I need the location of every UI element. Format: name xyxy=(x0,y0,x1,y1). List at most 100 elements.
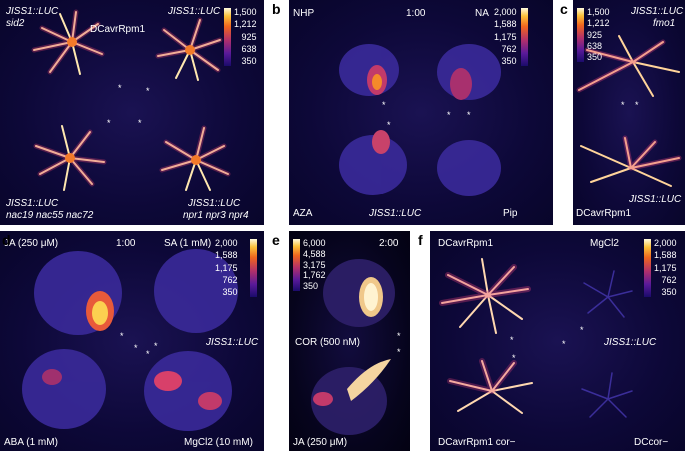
panel-d-asterisk-1: * xyxy=(120,331,124,341)
panel-b-treatment-br: Pip xyxy=(503,208,518,219)
panel-d-label: d xyxy=(2,232,11,248)
panel-c-tick-1: 1,500 xyxy=(587,7,610,17)
panel-d-genotype: JISS1::LUC xyxy=(206,337,259,348)
panel-a-genotype-tr: JISS1::LUC xyxy=(168,6,221,17)
panel-a-tick-3: 925 xyxy=(241,31,257,42)
panel-b-treatment-bl: AZA xyxy=(293,208,313,219)
panel-b-time: 1:00 xyxy=(406,8,426,19)
panel-c-plants xyxy=(576,35,682,187)
panel-b-asterisk-4: * xyxy=(387,120,391,130)
panel-b-asterisk-3: * xyxy=(467,110,471,120)
panel-d-treatment-tr: SA (1 mM) xyxy=(164,238,212,249)
panel-a-genotype-tl-1: JISS1::LUC xyxy=(6,6,59,17)
panel-f-plants xyxy=(439,258,633,418)
panel-a-strain-label: DCavrRpm1 xyxy=(90,24,146,35)
panel-d-tick-2: 1,588 xyxy=(215,250,238,261)
panel-e-asterisk-2: * xyxy=(397,347,401,357)
panel-b-treatment-tl: NHP xyxy=(293,8,315,19)
panel-d-colorbar-ticks: 2,000 1,588 1,175 762 350 xyxy=(215,239,238,297)
panel-a-colorbar: 1,500 1,212 925 638 350 xyxy=(224,8,257,66)
panel-c-tick-3: 925 xyxy=(587,29,603,40)
panel-c-colorbar: 1,500 1,212 925 638 350 xyxy=(577,8,610,62)
panel-b-asterisk-1: * xyxy=(382,100,386,110)
panel-f-colorbar-gradient xyxy=(644,239,651,297)
panel-a-asterisk-4: * xyxy=(138,118,142,128)
panel-f-tick-5: 350 xyxy=(661,287,677,297)
panel-c-label: c xyxy=(560,1,568,17)
panel-e-tick-3: 3,175 xyxy=(303,259,326,270)
panel-e-time: 2:00 xyxy=(379,238,399,249)
panel-f-asterisk-2: * xyxy=(512,353,516,363)
panel-f-label: f xyxy=(418,232,423,248)
panel-a-genotype-bl-2: nac19 nac55 nac72 xyxy=(6,210,94,221)
panel-f-image: DCavrRpm1 MgCl2 JISS1::LUC DCavrRpm1 cor… xyxy=(430,231,685,451)
panel-d-treatment-tl: JA (250 μM) xyxy=(4,238,59,249)
panel-f-genotype: JISS1::LUC xyxy=(604,337,657,348)
panel-b-image: NHP 1:00 NA AZA JISS1::LUC Pip * * * * 2… xyxy=(289,0,553,225)
panel-e-tick-2: 4,588 xyxy=(303,248,326,259)
panel-f-asterisk-1: * xyxy=(510,335,514,345)
panel-f-strain-bl: DCavrRpm1 cor− xyxy=(438,437,516,448)
panel-f-treatment-tr: MgCl2 xyxy=(590,238,619,249)
panel-f-tick-3: 1,175 xyxy=(654,262,677,273)
panel-a-asterisk-2: * xyxy=(146,86,150,96)
panel-b-colorbar-gradient xyxy=(521,8,528,66)
panel-a-plants xyxy=(31,9,231,191)
panel-d-treatment-bl: ABA (1 mM) xyxy=(4,437,58,448)
panel-b-tick-4: 762 xyxy=(501,43,517,54)
panel-d-tick-4: 762 xyxy=(222,274,238,285)
panel-c-genotype-tr-2: fmo1 xyxy=(653,18,676,29)
panel-e-label: e xyxy=(272,232,280,248)
panel-b-tick-5: 350 xyxy=(501,56,517,66)
panel-f-strain-tl: DCavrRpm1 xyxy=(438,238,494,249)
panel-e-plants xyxy=(311,259,395,435)
panel-a-genotype-tl-2: sid2 xyxy=(6,18,25,29)
panel-e-tick-4: 1,762 xyxy=(303,270,326,281)
panel-f-asterisk-4: * xyxy=(562,339,566,349)
panel-a-genotype-bl-1: JISS1::LUC xyxy=(6,198,59,209)
panel-e-colorbar: 6,000 4,588 3,175 1,762 350 xyxy=(293,239,326,291)
panel-f-tick-4: 762 xyxy=(661,274,677,285)
panel-d-colorbar-gradient xyxy=(250,239,257,297)
panel-d-asterisk-2: * xyxy=(134,343,138,353)
panel-d-plants xyxy=(22,249,238,431)
panel-e-tick-5: 350 xyxy=(303,281,319,291)
panel-e-asterisk-1: * xyxy=(397,331,401,341)
panel-b-colorbar-ticks: 2,000 1,588 1,175 762 350 xyxy=(494,8,517,66)
panel-c-tick-5: 350 xyxy=(587,52,603,62)
panel-a-tick-5: 350 xyxy=(241,56,257,66)
panel-e-tick-1: 6,000 xyxy=(303,238,326,248)
panel-b-asterisk-2: * xyxy=(447,110,451,120)
panel-c-genotype-tr-1: JISS1::LUC xyxy=(631,6,684,17)
panel-c-tick-2: 1,212 xyxy=(587,18,610,29)
panel-b-tick-1: 2,000 xyxy=(494,7,517,17)
panel-c-genotype-br: JISS1::LUC xyxy=(629,194,682,205)
panel-f-tick-2: 1,588 xyxy=(654,250,677,261)
panel-a-genotype-br-2: npr1 npr3 npr4 xyxy=(183,210,249,221)
panel-b-colorbar xyxy=(521,8,528,66)
panel-e-colorbar-gradient xyxy=(293,239,300,291)
panel-c-tick-4: 638 xyxy=(587,40,603,51)
panel-b-genotype: JISS1::LUC xyxy=(369,208,422,219)
panel-a-colorbar-gradient xyxy=(224,8,231,66)
panel-d-tick-3: 1,175 xyxy=(215,262,238,273)
panel-c-image: JISS1::LUC fmo1 JISS1::LUC DCavrRpm1 * *… xyxy=(573,0,685,225)
panel-d-asterisk-3: * xyxy=(146,349,150,359)
panel-e-image: 2:00 COR (500 nM) JA (250 μM) * * 6,000 … xyxy=(289,231,410,451)
panel-c-asterisk-2: * xyxy=(635,100,639,110)
panel-e-treatment-mid: COR (500 nM) xyxy=(295,337,361,348)
panel-a-tick-4: 638 xyxy=(241,43,257,54)
panel-c-strain-label: DCavrRpm1 xyxy=(576,208,632,219)
panel-d-tick-5: 350 xyxy=(222,287,238,297)
panel-f-asterisk-3: * xyxy=(580,325,584,335)
panel-d-treatment-br: MgCl2 (10 mM) xyxy=(184,437,253,448)
panel-a-tick-1: 1,500 xyxy=(234,7,257,17)
panel-d-asterisk-4: * xyxy=(154,341,158,351)
panel-d-image: JA (250 μM) 1:00 SA (1 mM) JISS1::LUC AB… xyxy=(0,231,264,451)
panel-c-asterisk-1: * xyxy=(621,100,625,110)
panel-f-tick-1: 2,000 xyxy=(654,238,677,248)
panel-f-strain-br: DCcor− xyxy=(634,437,669,448)
panel-b-treatment-tr: NA xyxy=(475,8,489,19)
panel-b-tick-3: 1,175 xyxy=(494,31,517,42)
panel-a-image: JISS1::LUC sid2 DCavrRpm1 JISS1::LUC JIS… xyxy=(0,0,264,225)
